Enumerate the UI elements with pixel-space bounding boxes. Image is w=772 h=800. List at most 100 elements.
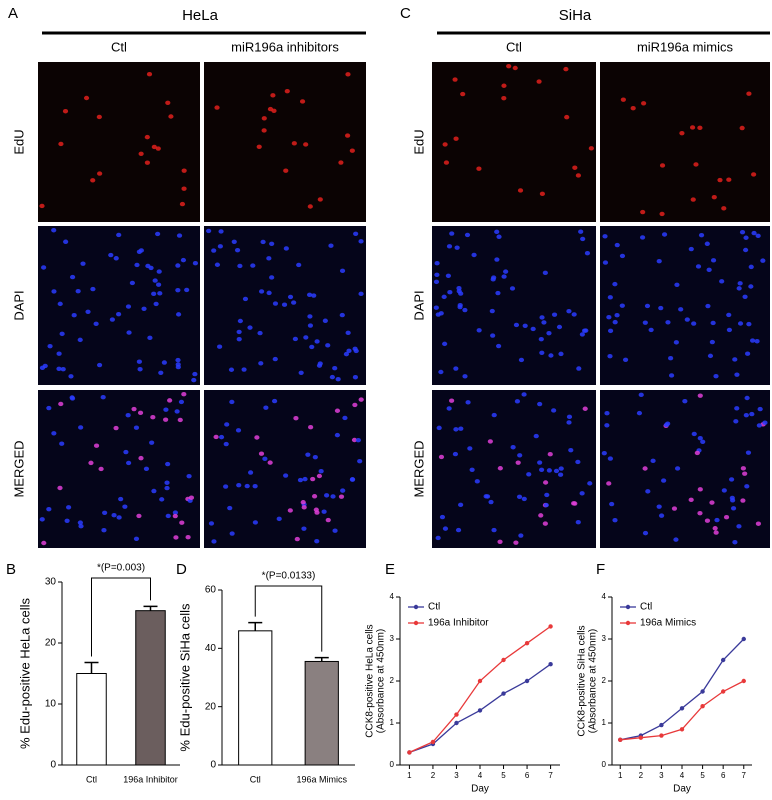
cell-nucleus: [697, 510, 703, 516]
micrograph-background: [600, 226, 770, 385]
cell-nucleus: [330, 494, 336, 499]
cell-nucleus: [159, 497, 165, 502]
cell-nucleus: [165, 513, 171, 519]
cell-nucleus: [314, 339, 320, 344]
cell-nucleus: [697, 125, 703, 131]
cell-nucleus: [449, 398, 455, 403]
cell-nucleus: [435, 312, 441, 317]
cell-nucleus: [168, 114, 174, 119]
cell-nucleus: [287, 294, 294, 300]
cell-nucleus: [175, 312, 182, 317]
cell-nucleus: [642, 320, 648, 325]
y-tick-label: 2: [602, 676, 607, 685]
cell-nucleus: [700, 439, 706, 444]
cell-nucleus: [601, 450, 607, 456]
cell-nucleus: [723, 514, 730, 520]
cell-nucleus: [754, 339, 760, 344]
bar: [76, 673, 107, 766]
data-point: [477, 708, 483, 713]
cell-nucleus: [546, 330, 552, 336]
micrograph: [432, 62, 596, 222]
cell-nucleus: [739, 229, 746, 235]
cell-nucleus: [571, 312, 577, 317]
cell-nucleus: [707, 353, 714, 359]
cell-nucleus: [742, 294, 748, 299]
cell-nucleus: [644, 303, 651, 309]
cell-nucleus: [165, 461, 171, 467]
cell-nucleus: [563, 66, 569, 72]
cell-nucleus: [235, 428, 242, 433]
micrograph-background: [432, 390, 596, 548]
cell-nucleus: [746, 321, 752, 327]
cell-nucleus: [116, 515, 122, 520]
cell-nucleus: [640, 209, 646, 215]
y-axis-label: (Absorbance at 450nm): [376, 629, 387, 734]
data-point: [501, 657, 506, 663]
cell-nucleus: [614, 312, 620, 318]
y-axis-label: % Edu-positive SiHa cells: [177, 603, 192, 752]
data-point: [454, 712, 459, 717]
cell-nucleus: [558, 351, 564, 357]
cell-nucleus: [695, 264, 702, 269]
cell-nucleus: [704, 518, 711, 523]
y-tick-label: 20: [205, 701, 217, 712]
cell-nucleus: [236, 336, 242, 342]
cell-nucleus: [607, 456, 613, 461]
x-tick-label: 7: [548, 771, 553, 780]
cell-nucleus: [93, 321, 99, 327]
cell-nucleus: [730, 498, 736, 503]
cell-nucleus: [547, 451, 553, 457]
cell-nucleus: [39, 203, 45, 209]
bar: [304, 660, 339, 766]
cell-nucleus: [247, 325, 253, 330]
cell-nucleus: [64, 518, 70, 524]
micrograph-background: [204, 62, 366, 222]
y-tick-label: 0: [50, 760, 56, 771]
cell-nucleus: [698, 232, 705, 238]
micrograph: [204, 390, 366, 548]
cell-nucleus: [345, 133, 351, 138]
cell-nucleus: [544, 492, 550, 498]
cell-nucleus: [138, 151, 144, 156]
micrograph: [204, 226, 366, 385]
cell-nucleus: [510, 445, 516, 450]
cell-nucleus: [228, 367, 235, 372]
cell-nucleus: [757, 406, 763, 412]
y-tick-label: 30: [45, 577, 57, 588]
cell-nucleus: [352, 346, 358, 352]
cell-nucleus: [575, 173, 581, 178]
cell-nucleus: [218, 434, 225, 440]
cell-nucleus: [345, 72, 351, 77]
cell-nucleus: [334, 432, 341, 438]
bar: [238, 630, 273, 766]
cell-nucleus: [661, 478, 667, 483]
cell-nucleus: [46, 405, 52, 411]
cell-nucleus: [732, 357, 738, 362]
cell-nucleus: [77, 520, 83, 525]
cell-nucleus: [691, 431, 697, 437]
cell-nucleus: [469, 467, 475, 472]
cell-line-title: SiHa: [559, 7, 592, 24]
cell-nucleus: [303, 142, 309, 147]
cell-nucleus: [214, 262, 221, 267]
cell-nucleus: [229, 399, 235, 405]
cell-nucleus: [266, 290, 272, 296]
cell-nucleus: [181, 391, 187, 397]
cell-nucleus: [58, 141, 64, 147]
cell-nucleus: [300, 500, 306, 505]
cell-nucleus: [572, 165, 578, 170]
cell-nucleus: [214, 105, 220, 110]
cell-nucleus: [566, 420, 572, 425]
cell-nucleus: [256, 144, 262, 150]
cell-nucleus: [151, 144, 157, 150]
cell-nucleus: [63, 239, 69, 244]
cell-nucleus: [751, 172, 757, 177]
cell-nucleus: [100, 395, 106, 400]
cell-nucleus: [488, 499, 494, 505]
cell-nucleus: [464, 232, 471, 238]
cell-line-title: HeLa: [182, 7, 219, 24]
cell-nucleus: [697, 487, 703, 492]
cell-nucleus: [533, 433, 539, 439]
cell-nucleus: [726, 177, 732, 182]
cell-nucleus: [433, 305, 439, 310]
